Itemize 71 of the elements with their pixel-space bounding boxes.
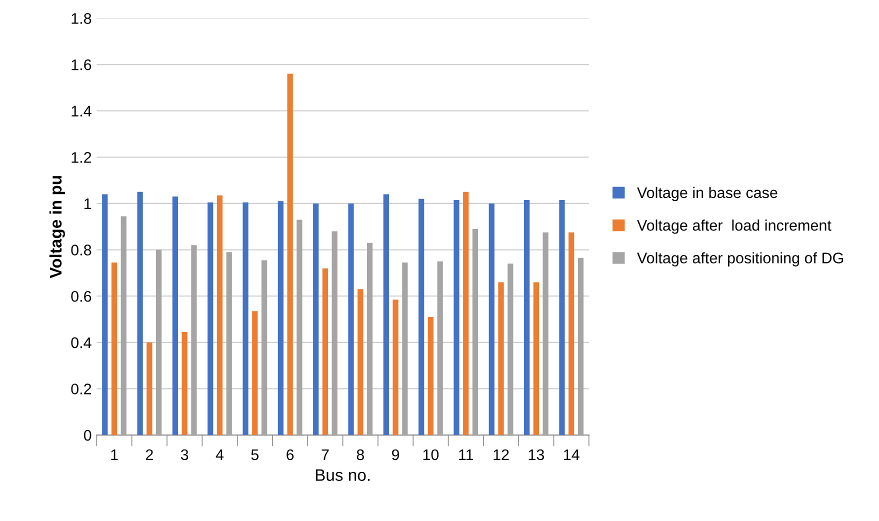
- bar: [568, 232, 574, 436]
- y-tick-label: 0: [84, 430, 92, 441]
- bar: [137, 192, 143, 436]
- x-tick-label: 1: [111, 449, 118, 460]
- bar: [172, 196, 178, 436]
- bar: [508, 264, 514, 436]
- y-tick-label: 1.2: [72, 152, 92, 163]
- bar: [182, 332, 188, 436]
- y-tick-label: 1.8: [72, 13, 92, 24]
- bar: [208, 202, 214, 436]
- x-tick-label: 11: [459, 449, 474, 460]
- bar: [488, 203, 494, 436]
- x-tick-label: 9: [392, 449, 400, 460]
- bar: [437, 261, 443, 436]
- bar: [102, 194, 108, 436]
- bar: [322, 268, 328, 436]
- bar: [313, 203, 319, 436]
- y-tick-label: 0.4: [71, 337, 92, 348]
- bar: [542, 232, 548, 436]
- bar: [278, 201, 284, 436]
- bar: [358, 289, 364, 436]
- x-tick-label: 10: [423, 449, 439, 460]
- x-tick-label: 4: [216, 449, 224, 460]
- bar: [524, 200, 530, 436]
- bar: [287, 74, 293, 436]
- y-tick-label: 0.8: [71, 244, 92, 256]
- x-tick-label: 8: [356, 449, 364, 460]
- x-tick-label: 2: [146, 449, 153, 460]
- y-tick-label: 1: [84, 198, 92, 210]
- x-tick-label: 3: [180, 449, 188, 460]
- bar: [226, 252, 232, 436]
- x-tick-label: 13: [528, 449, 544, 460]
- bar: [418, 198, 424, 436]
- bar: [402, 262, 408, 436]
- y-tick-label: 0.6: [71, 290, 92, 302]
- legend-label: Voltage after load increment: [637, 220, 832, 234]
- bar: [146, 342, 152, 436]
- y-tick-label: 0.2: [71, 384, 92, 394]
- legend-label: Voltage in base case: [637, 186, 778, 202]
- bar: [578, 258, 584, 436]
- bar: [156, 250, 162, 436]
- x-tick-label: 6: [286, 449, 294, 460]
- bar: [216, 195, 223, 436]
- x-tick-label: 14: [564, 449, 580, 460]
- bar: [533, 282, 540, 436]
- bar: [191, 245, 197, 436]
- bar: [498, 282, 504, 436]
- bar: [392, 300, 398, 436]
- y-axis-title: Voltage in pu: [49, 176, 66, 278]
- x-tick-label: 7: [322, 449, 329, 460]
- bar: [120, 216, 126, 436]
- bar: [428, 316, 434, 436]
- x-tick-label: 12: [494, 449, 509, 460]
- bar: [261, 260, 268, 436]
- bar: [252, 311, 258, 436]
- y-tick-label: 1.6: [72, 59, 92, 70]
- bar: [454, 200, 460, 436]
- x-tick-label: 5: [251, 449, 259, 460]
- legend-label: Voltage after positioning of DG: [637, 252, 844, 266]
- bar: [348, 203, 354, 436]
- bar: [383, 194, 389, 436]
- bar: [366, 242, 373, 436]
- bar: [332, 231, 338, 436]
- bar: [111, 262, 118, 436]
- bar: [472, 228, 478, 436]
- y-tick-label: 1.4: [72, 106, 92, 116]
- bar: [242, 202, 248, 436]
- bar: [559, 200, 565, 436]
- bar: [463, 192, 469, 436]
- bar: [296, 220, 302, 436]
- x-axis-title: Bus no.: [316, 469, 370, 481]
